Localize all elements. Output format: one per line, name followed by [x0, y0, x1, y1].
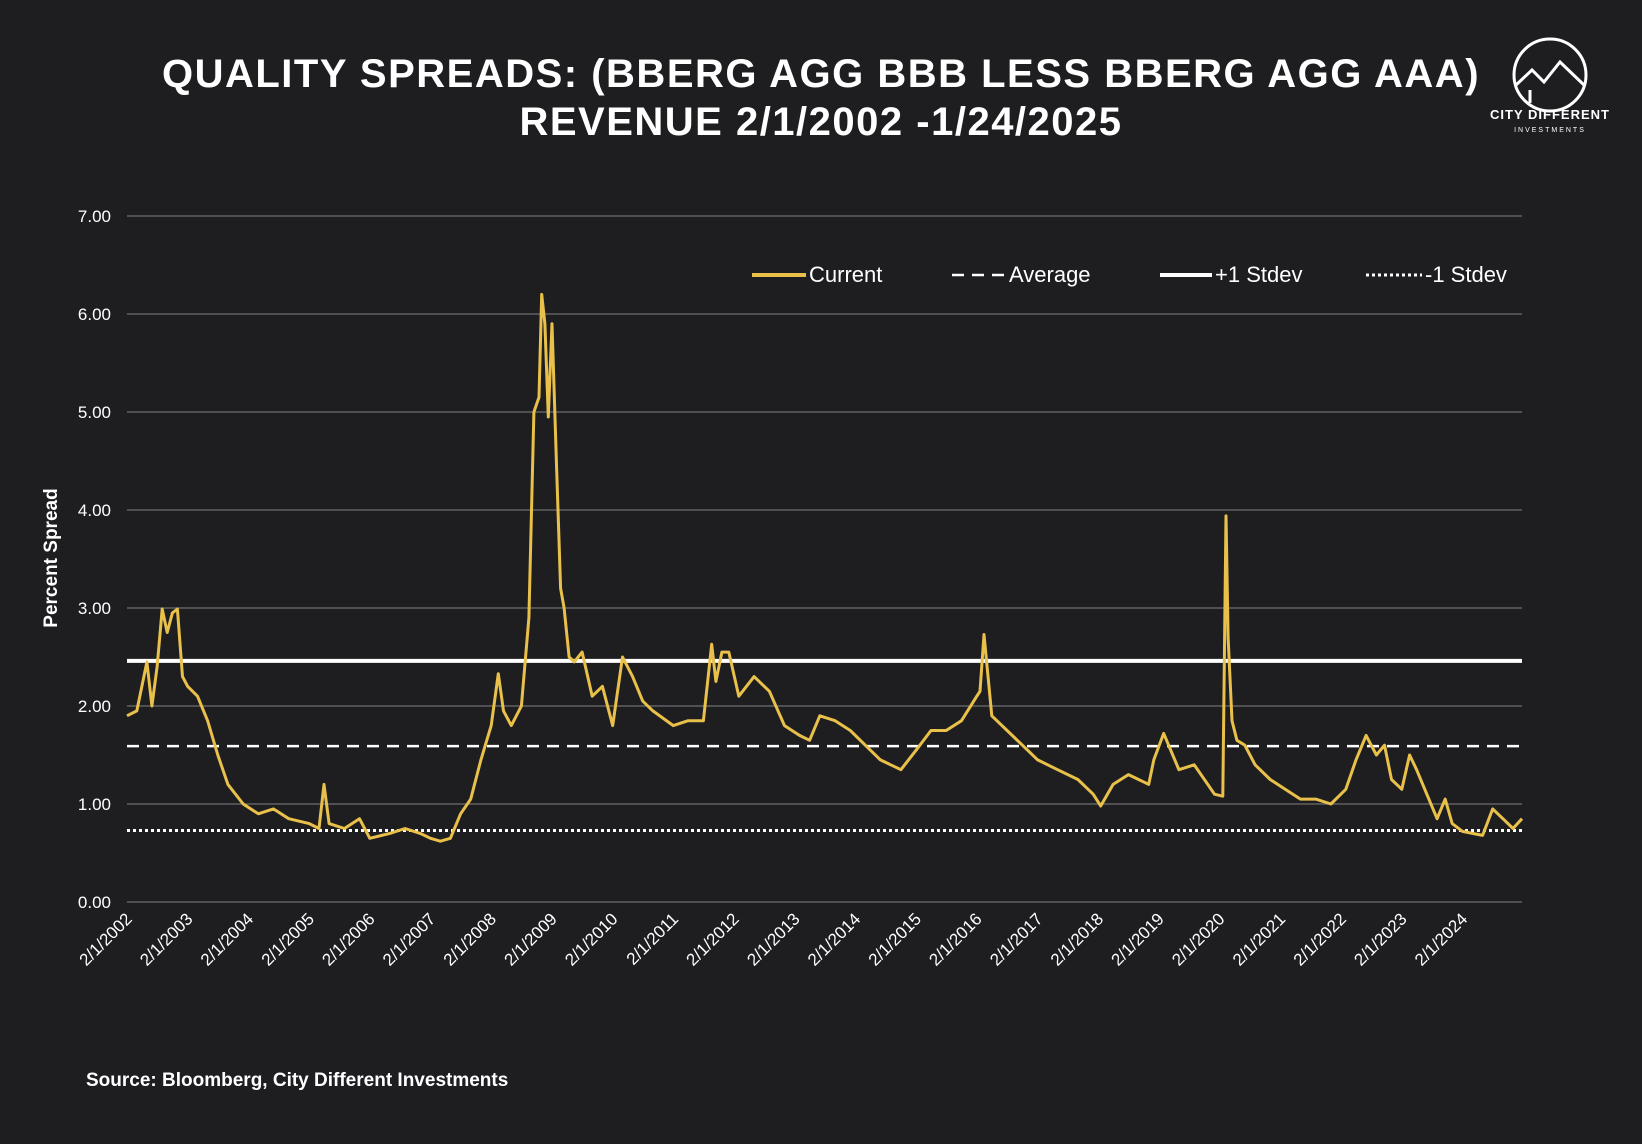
x-tick-label: 2/1/2018	[1047, 909, 1107, 969]
x-tick-label: 2/1/2019	[1108, 909, 1168, 969]
x-tick-label: 2/1/2023	[1350, 909, 1410, 969]
y-tick-label: 3.00	[78, 599, 111, 618]
series-line-current	[126, 292, 1524, 843]
legend-label: +1 Stdev	[1215, 262, 1302, 287]
logo-name: CITY DIFFERENT	[1490, 107, 1610, 122]
x-tick-label: 2/1/2011	[623, 909, 682, 968]
x-tick-label: 2/1/2020	[1168, 909, 1228, 969]
x-tick-label: 2/1/2003	[136, 909, 196, 969]
x-tick-label: 2/1/2015	[865, 909, 925, 969]
y-tick-label: 4.00	[78, 501, 111, 520]
y-tick-label: 7.00	[78, 207, 111, 226]
x-tick-label: 2/1/2010	[561, 909, 621, 969]
title-line-2: REVENUE 2/1/2002 -1/24/2025	[519, 100, 1123, 144]
source-note: Source: Bloomberg, City Different Invest…	[86, 1070, 509, 1091]
y-tick-label: 5.00	[78, 403, 111, 422]
y-tick-label: 2.00	[78, 697, 111, 716]
legend-label: Current	[809, 262, 882, 287]
x-tick-label: 2/1/2012	[683, 909, 743, 969]
x-tick-label: 2/1/2009	[501, 909, 561, 969]
logo-subtitle: INVESTMENTS	[1514, 127, 1586, 134]
x-tick-label: 2/1/2004	[197, 909, 257, 969]
x-tick-label: 2/1/2006	[318, 909, 378, 969]
x-tick-label: 2/1/2022	[1290, 909, 1350, 969]
chart-title: QUALITY SPREADS: (BBERG AGG BBB LESS BBE…	[0, 50, 1642, 146]
x-tick-label: 2/1/2007	[379, 909, 439, 969]
x-tick-label: 2/1/2008	[440, 909, 500, 969]
x-tick-label: 2/1/2024	[1411, 909, 1471, 969]
y-tick-label: 6.00	[78, 305, 111, 324]
x-tick-label: 2/1/2005	[258, 909, 318, 969]
legend-label: Average	[1009, 262, 1091, 287]
x-tick-label: 2/1/2016	[925, 909, 985, 969]
y-tick-label: 1.00	[78, 795, 111, 814]
x-tick-label: 2/1/2014	[804, 909, 864, 969]
y-tick-label: 0.00	[78, 893, 111, 912]
x-tick-label: 2/1/2002	[76, 909, 136, 969]
mountain-circle-icon	[1512, 37, 1588, 113]
x-tick-label: 2/1/2013	[743, 909, 803, 969]
legend-label: -1 Stdev	[1425, 262, 1507, 287]
title-line-1: QUALITY SPREADS: (BBERG AGG BBB LESS BBE…	[161, 52, 1481, 96]
x-tick-label: 2/1/2021	[1229, 909, 1289, 969]
x-tick-label: 2/1/2017	[986, 909, 1046, 969]
